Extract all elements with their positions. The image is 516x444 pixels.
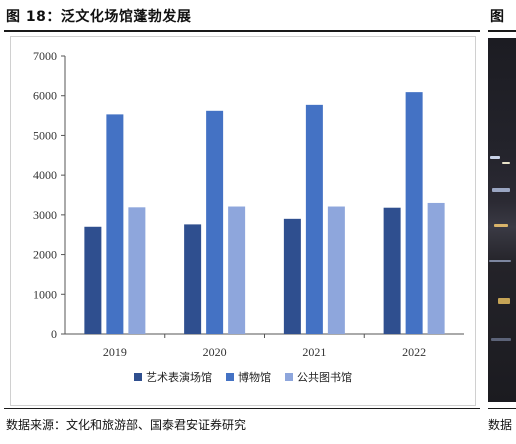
adjacent-night-photo (488, 38, 516, 402)
legend-swatch-3 (285, 373, 293, 381)
title-divider (4, 30, 480, 32)
legend-label-2: 博物馆 (238, 370, 271, 384)
y-tick-label: 7000 (33, 49, 57, 63)
next-data-source-fragment: 数据 (488, 418, 513, 432)
bar-2-2022 (405, 92, 423, 334)
bar-2-2020 (206, 110, 224, 334)
title-divider-next (488, 30, 516, 32)
x-tick-label: 2021 (302, 345, 326, 359)
bar-1-2022 (383, 207, 401, 334)
bar-2-2021 (305, 104, 323, 334)
source-divider-next (488, 408, 516, 409)
bar-1-2020 (184, 224, 202, 334)
bar-3-2022 (427, 202, 445, 334)
figure-title: 图 18：泛文化场馆蓬勃发展 (6, 9, 192, 25)
y-tick-label: 2000 (33, 248, 57, 262)
y-tick-label: 0 (51, 327, 57, 341)
bar-chart: 0 1000 2000 3000 4000 5000 6000 7000 2019 2020 202… (33, 49, 464, 384)
legend-swatch-2 (226, 373, 234, 381)
legend-label-1: 艺术表演场馆 (146, 370, 212, 384)
x-tick-label: 2020 (203, 345, 227, 359)
y-tick-label: 5000 (33, 128, 57, 142)
y-tick-label: 6000 (33, 89, 57, 103)
next-figure-title-fragment: 图 (490, 9, 504, 25)
bar-1-2021 (283, 218, 301, 334)
bar-1-2019 (84, 226, 102, 334)
bar-3-2019 (128, 207, 146, 334)
bar-3-2020 (228, 206, 246, 334)
y-tick-label: 4000 (33, 168, 57, 182)
source-divider (4, 408, 480, 409)
bar-2-2019 (106, 114, 124, 334)
bar-3-2021 (327, 206, 345, 334)
legend-label-3: 公共图书馆 (297, 370, 352, 384)
data-source-note: 数据来源：文化和旅游部、国泰君安证券研究 (6, 418, 247, 432)
y-tick-label: 1000 (33, 287, 57, 301)
x-tick-label: 2022 (402, 345, 426, 359)
y-tick-label: 3000 (33, 208, 57, 222)
legend-swatch-1 (134, 373, 142, 381)
x-tick-label: 2019 (103, 345, 127, 359)
